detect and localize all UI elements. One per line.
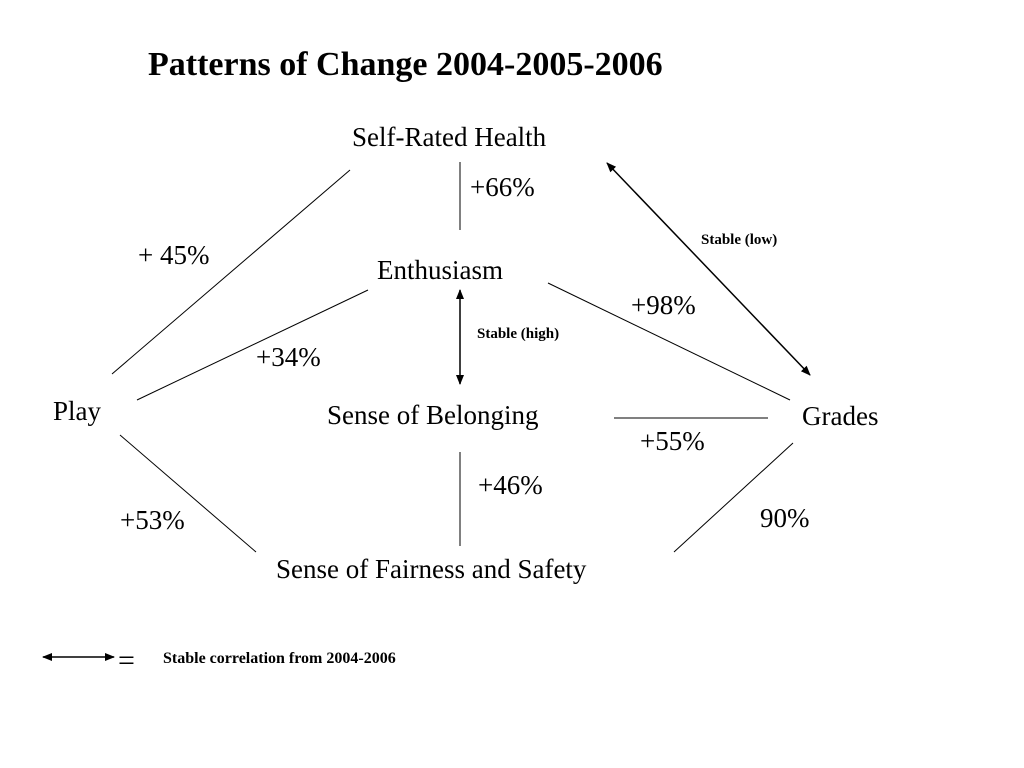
- label-play-self-rated-health: + 45%: [138, 240, 210, 270]
- page-title: Patterns of Change 2004-2005-2006: [148, 46, 663, 83]
- link-play-enthusiasm: [136, 289, 369, 401]
- label-enthusiasm-grades: +98%: [631, 290, 696, 320]
- label-belonging-grades: +55%: [640, 426, 705, 456]
- arrow-self-rated-health-grades: [606, 162, 811, 376]
- node-self-rated-health: Self-Rated Health: [352, 122, 547, 152]
- label-belonging-fairness: +46%: [478, 470, 543, 500]
- legend-text: Stable correlation from 2004-2006: [163, 650, 396, 667]
- label-play-fairness: +53%: [120, 505, 185, 535]
- label-play-enthusiasm: +34%: [256, 342, 321, 372]
- link-play-self-rated-health: [111, 169, 351, 375]
- node-sense-of-fairness-and-safety: Sense of Fairness and Safety: [276, 554, 587, 584]
- label-self-rated-health-grades: Stable (low): [701, 232, 778, 248]
- node-play: Play: [53, 396, 102, 426]
- node-enthusiasm: Enthusiasm: [377, 255, 503, 285]
- legend-equals: =: [118, 644, 135, 677]
- link-fairness-grades: [673, 442, 794, 553]
- label-enthusiasm-belonging: Stable (high): [477, 326, 560, 342]
- label-self-rated-health-enthusiasm: +66%: [470, 172, 535, 202]
- link-play-fairness: [119, 434, 257, 553]
- label-fairness-grades: 90%: [760, 503, 810, 533]
- node-sense-of-belonging: Sense of Belonging: [327, 400, 539, 430]
- node-grades: Grades: [802, 401, 879, 431]
